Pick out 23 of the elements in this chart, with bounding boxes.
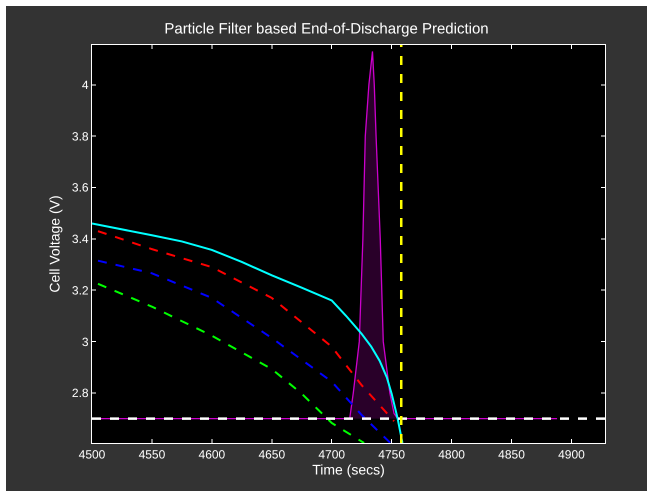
y-tick-label: 3.8	[72, 129, 89, 144]
y-axis-title: Cell Voltage (V)	[46, 195, 63, 293]
x-tick-label: 4750	[378, 447, 406, 462]
y-tick-label: 3.2	[72, 283, 89, 298]
y-tick-label: 2.8	[72, 386, 89, 400]
line-series	[92, 222, 404, 443]
x-tick-label: 4850	[498, 447, 526, 462]
line-series	[96, 282, 366, 443]
y-tick-label: 3	[82, 334, 89, 349]
y-tick-label: 3.6	[72, 180, 89, 195]
x-tick-label: 4500	[78, 447, 106, 462]
line-series	[96, 230, 396, 422]
x-tick-label: 4900	[558, 447, 586, 462]
y-tick-label: 4	[82, 78, 89, 92]
x-tick-label: 4800	[438, 447, 466, 462]
line-series	[96, 260, 392, 443]
x-axis-title: Time (secs)	[312, 462, 385, 478]
chart-title: Particle Filter based End-of-Discharge Prediction	[164, 20, 489, 38]
x-tick-label: 4700	[318, 447, 346, 462]
x-tick-label: 4600	[198, 447, 226, 462]
x-tick-label: 4650	[258, 447, 286, 462]
y-tick-label: 3.4	[72, 232, 89, 246]
x-tick-label: 4550	[138, 447, 166, 462]
